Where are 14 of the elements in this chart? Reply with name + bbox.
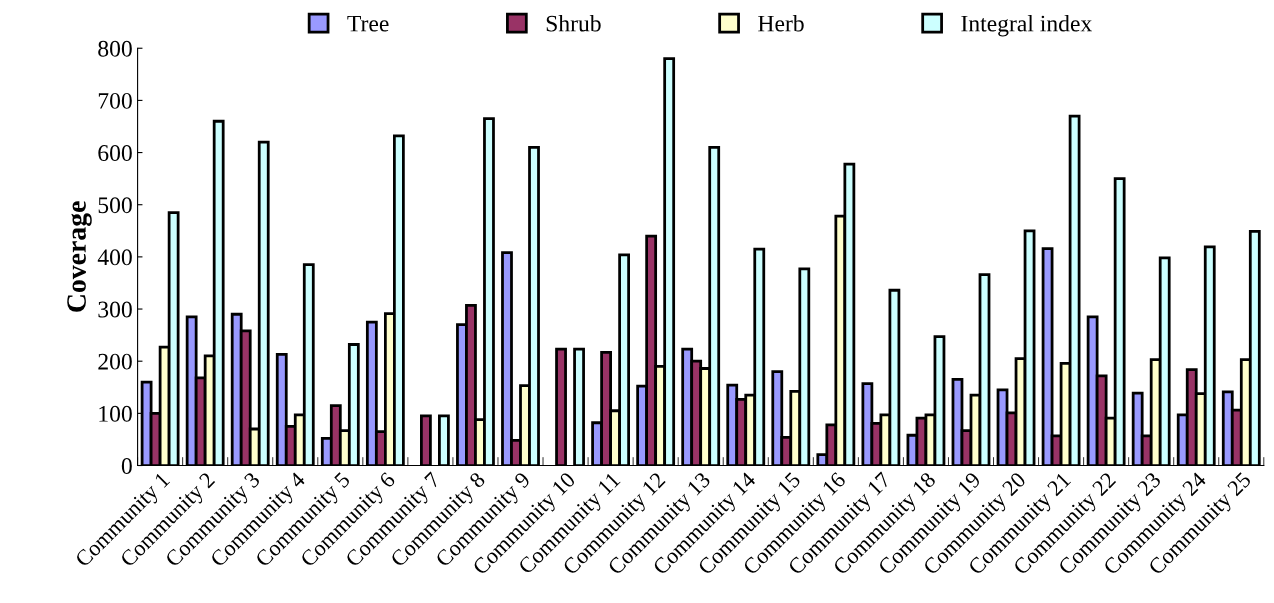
y-tick-label: 800 <box>98 40 132 57</box>
legend-label: Tree <box>347 15 389 32</box>
y-tick-label: 700 <box>98 92 132 109</box>
y-tick-label: 200 <box>98 353 132 370</box>
legend-label: Integral index <box>961 14 1092 37</box>
y-tick-label: 300 <box>98 301 132 318</box>
legend-label: Shrub <box>546 14 601 32</box>
legend-label: Herb <box>758 14 804 32</box>
y-tick-label: 400 <box>97 249 132 266</box>
y-tick-label: 0 <box>121 458 132 474</box>
y-tick-label: 600 <box>98 145 132 161</box>
y-tick-label: 500 <box>98 197 132 214</box>
y-axis-title: Coverage <box>67 201 92 312</box>
y-tick-label: 100 <box>99 405 132 422</box>
